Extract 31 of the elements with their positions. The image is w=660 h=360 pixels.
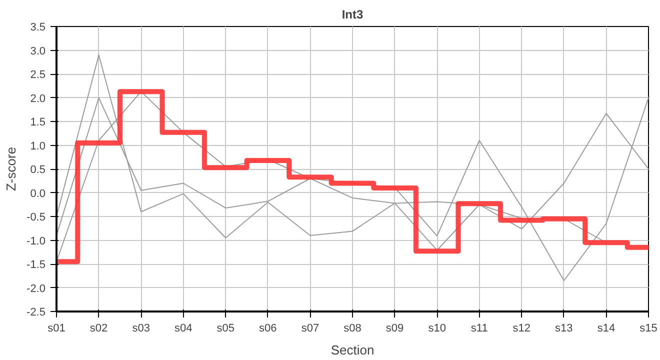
y-tick-label: 0.5 (30, 164, 46, 176)
x-tick-label: s07 (301, 322, 320, 334)
x-tick-label: s13 (555, 322, 573, 334)
y-tick-label: 1.5 (30, 116, 46, 128)
y-tick-label: -2.0 (26, 282, 46, 295)
x-tick-label: s01 (48, 322, 66, 334)
y-tick-label: 2.0 (30, 92, 46, 105)
x-tick-label: s10 (428, 322, 446, 334)
x-tick-label: s03 (132, 322, 150, 334)
chart-title: Int3 (342, 8, 364, 22)
x-tick-label: s04 (174, 322, 192, 334)
y-tick-label: -2.5 (26, 306, 46, 318)
x-tick-label: s11 (470, 322, 488, 334)
y-tick-label: -1.5 (26, 259, 46, 271)
x-tick-label: s09 (386, 322, 404, 334)
y-tick-label: 3.0 (30, 45, 46, 58)
y-tick-label: 3.5 (30, 22, 46, 34)
y-tick-label: 2.5 (30, 69, 46, 81)
y-tick-label: 1.0 (30, 140, 46, 152)
x-tick-label: s02 (90, 322, 108, 334)
x-axis-title: Section (330, 342, 374, 358)
y-axis-title: Z-score (4, 146, 19, 192)
x-tick-label: s14 (597, 322, 616, 334)
x-tick-label: s15 (640, 322, 658, 334)
x-tick-label: s06 (259, 322, 277, 334)
x-tick-label: s08 (344, 322, 362, 334)
x-tick-label: s12 (512, 322, 531, 334)
y-tick-label: -1.0 (26, 235, 46, 248)
x-tick-label: s05 (216, 322, 235, 334)
y-tick-label: -0.5 (26, 212, 46, 224)
y-tick-label: 0.0 (30, 188, 46, 200)
